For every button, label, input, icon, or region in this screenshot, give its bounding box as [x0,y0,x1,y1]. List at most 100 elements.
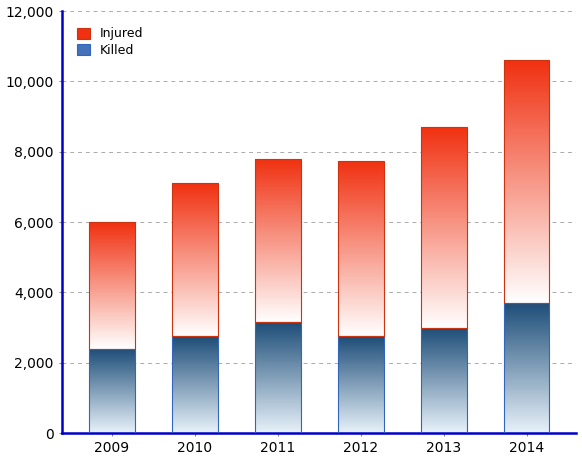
Bar [338,180,384,181]
Bar [255,292,301,293]
Bar [89,324,134,325]
Bar [255,324,301,325]
Bar [421,260,467,261]
Bar [255,287,301,288]
Bar [338,391,384,392]
Bar [172,201,218,202]
Bar [504,418,549,419]
Bar [421,191,467,192]
Bar [255,202,301,203]
Bar [504,184,549,185]
Bar [172,343,218,344]
Bar [255,426,301,427]
Bar [421,228,467,230]
Bar [338,164,384,165]
Bar [338,218,384,219]
Bar [172,328,218,329]
Bar [255,288,301,289]
Bar [338,190,384,191]
Bar [172,423,218,424]
Bar [504,428,549,429]
Bar [421,208,467,209]
Bar [172,341,218,342]
Bar [255,178,301,179]
Bar [338,237,384,238]
Bar [255,331,301,332]
Bar [172,383,218,384]
Bar [504,97,549,98]
Bar [504,420,549,421]
Bar [421,351,467,352]
Bar [338,325,384,326]
Bar [504,305,549,306]
Bar [172,191,218,192]
Bar [504,120,549,121]
Bar [255,384,301,385]
Bar [172,258,218,259]
Bar [421,382,467,383]
Bar [89,290,134,291]
Bar [504,211,549,212]
Bar [338,365,384,366]
Bar [172,199,218,200]
Bar [421,132,467,133]
Bar [172,325,218,326]
Bar [421,160,467,161]
Bar [255,232,301,233]
Bar [338,289,384,290]
Bar [172,252,218,253]
Bar [89,304,134,305]
Bar [504,206,549,207]
Bar [504,75,549,76]
Bar [255,304,301,305]
Bar [504,124,549,126]
Bar [255,355,301,356]
Bar [89,254,134,255]
Bar [172,354,218,355]
Bar [338,374,384,375]
Bar [504,159,549,160]
Bar [504,260,549,262]
Bar [172,352,218,353]
Bar [421,263,467,265]
Bar [89,224,134,225]
Bar [338,273,384,274]
Bar [255,177,301,178]
Bar [172,318,218,319]
Bar [504,304,549,305]
Bar [504,364,549,365]
Bar [338,316,384,317]
Bar [504,122,549,124]
Bar [338,429,384,430]
Bar [255,298,301,299]
Bar [421,363,467,364]
Bar [504,272,549,274]
Bar [338,419,384,420]
Bar [255,332,301,333]
Bar [504,138,549,139]
Bar [255,239,301,240]
Bar [421,280,467,282]
Bar [504,327,549,328]
Bar [338,243,384,244]
Bar [338,226,384,227]
Bar [255,391,301,392]
Bar [172,262,218,263]
Bar [421,157,467,158]
Bar [255,358,301,359]
Bar [421,361,467,362]
Bar [421,220,467,221]
Bar [338,416,384,417]
Bar [504,61,549,63]
Bar [421,214,467,215]
Bar [421,219,467,220]
Bar [504,309,549,310]
Bar [172,405,218,406]
Bar [172,188,218,189]
Bar [255,172,301,173]
Bar [172,397,218,398]
Bar [504,430,549,431]
Bar [172,322,218,323]
Bar [504,275,549,276]
Bar [338,286,384,287]
